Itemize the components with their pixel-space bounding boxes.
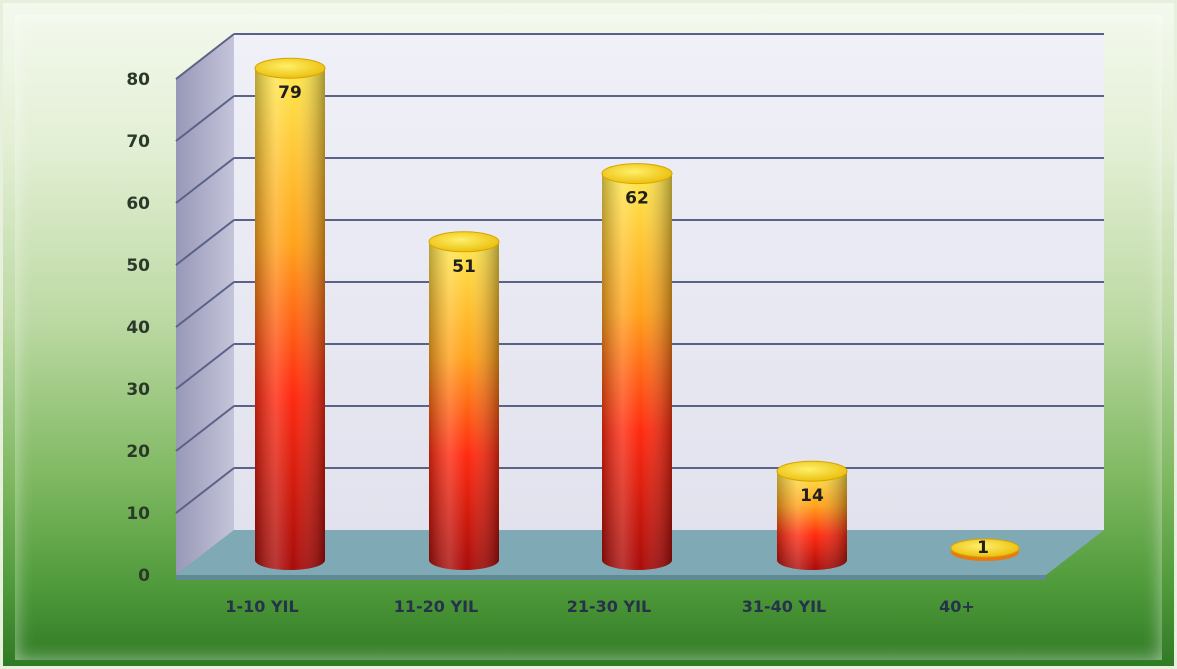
category-label: 21-30 YIL bbox=[567, 597, 651, 616]
bar-cap bbox=[777, 461, 847, 481]
bar: 51 bbox=[429, 232, 499, 570]
y-tick-label: 0 bbox=[138, 566, 150, 586]
bar: 79 bbox=[255, 58, 325, 570]
bar-shade bbox=[602, 174, 672, 570]
bar-shade bbox=[429, 242, 499, 570]
bar-cap bbox=[429, 232, 499, 252]
y-tick-label: 80 bbox=[126, 70, 150, 90]
chart-floor-edge bbox=[176, 575, 1046, 580]
data-label: 1 bbox=[977, 538, 989, 558]
y-tick-label: 30 bbox=[126, 380, 150, 400]
y-tick-label: 70 bbox=[126, 132, 150, 152]
data-label: 51 bbox=[452, 257, 476, 277]
bar: 14 bbox=[777, 461, 847, 570]
y-tick-label: 20 bbox=[126, 442, 150, 462]
bar-shade bbox=[255, 68, 325, 570]
y-tick-label: 60 bbox=[126, 194, 150, 214]
bar: 1 bbox=[951, 538, 1019, 561]
data-label: 62 bbox=[625, 189, 649, 209]
y-tick-label: 50 bbox=[126, 256, 150, 276]
data-label: 79 bbox=[278, 83, 302, 103]
category-label: 40+ bbox=[939, 597, 975, 616]
bar-cap bbox=[602, 164, 672, 184]
bar: 62 bbox=[602, 164, 672, 570]
bar-cap bbox=[255, 58, 325, 78]
data-label: 14 bbox=[800, 486, 824, 506]
category-label: 1-10 YIL bbox=[225, 597, 298, 616]
y-tick-label: 40 bbox=[126, 318, 150, 338]
category-label: 31-40 YIL bbox=[742, 597, 826, 616]
category-label: 11-20 YIL bbox=[394, 597, 478, 616]
y-tick-label: 10 bbox=[126, 504, 150, 524]
